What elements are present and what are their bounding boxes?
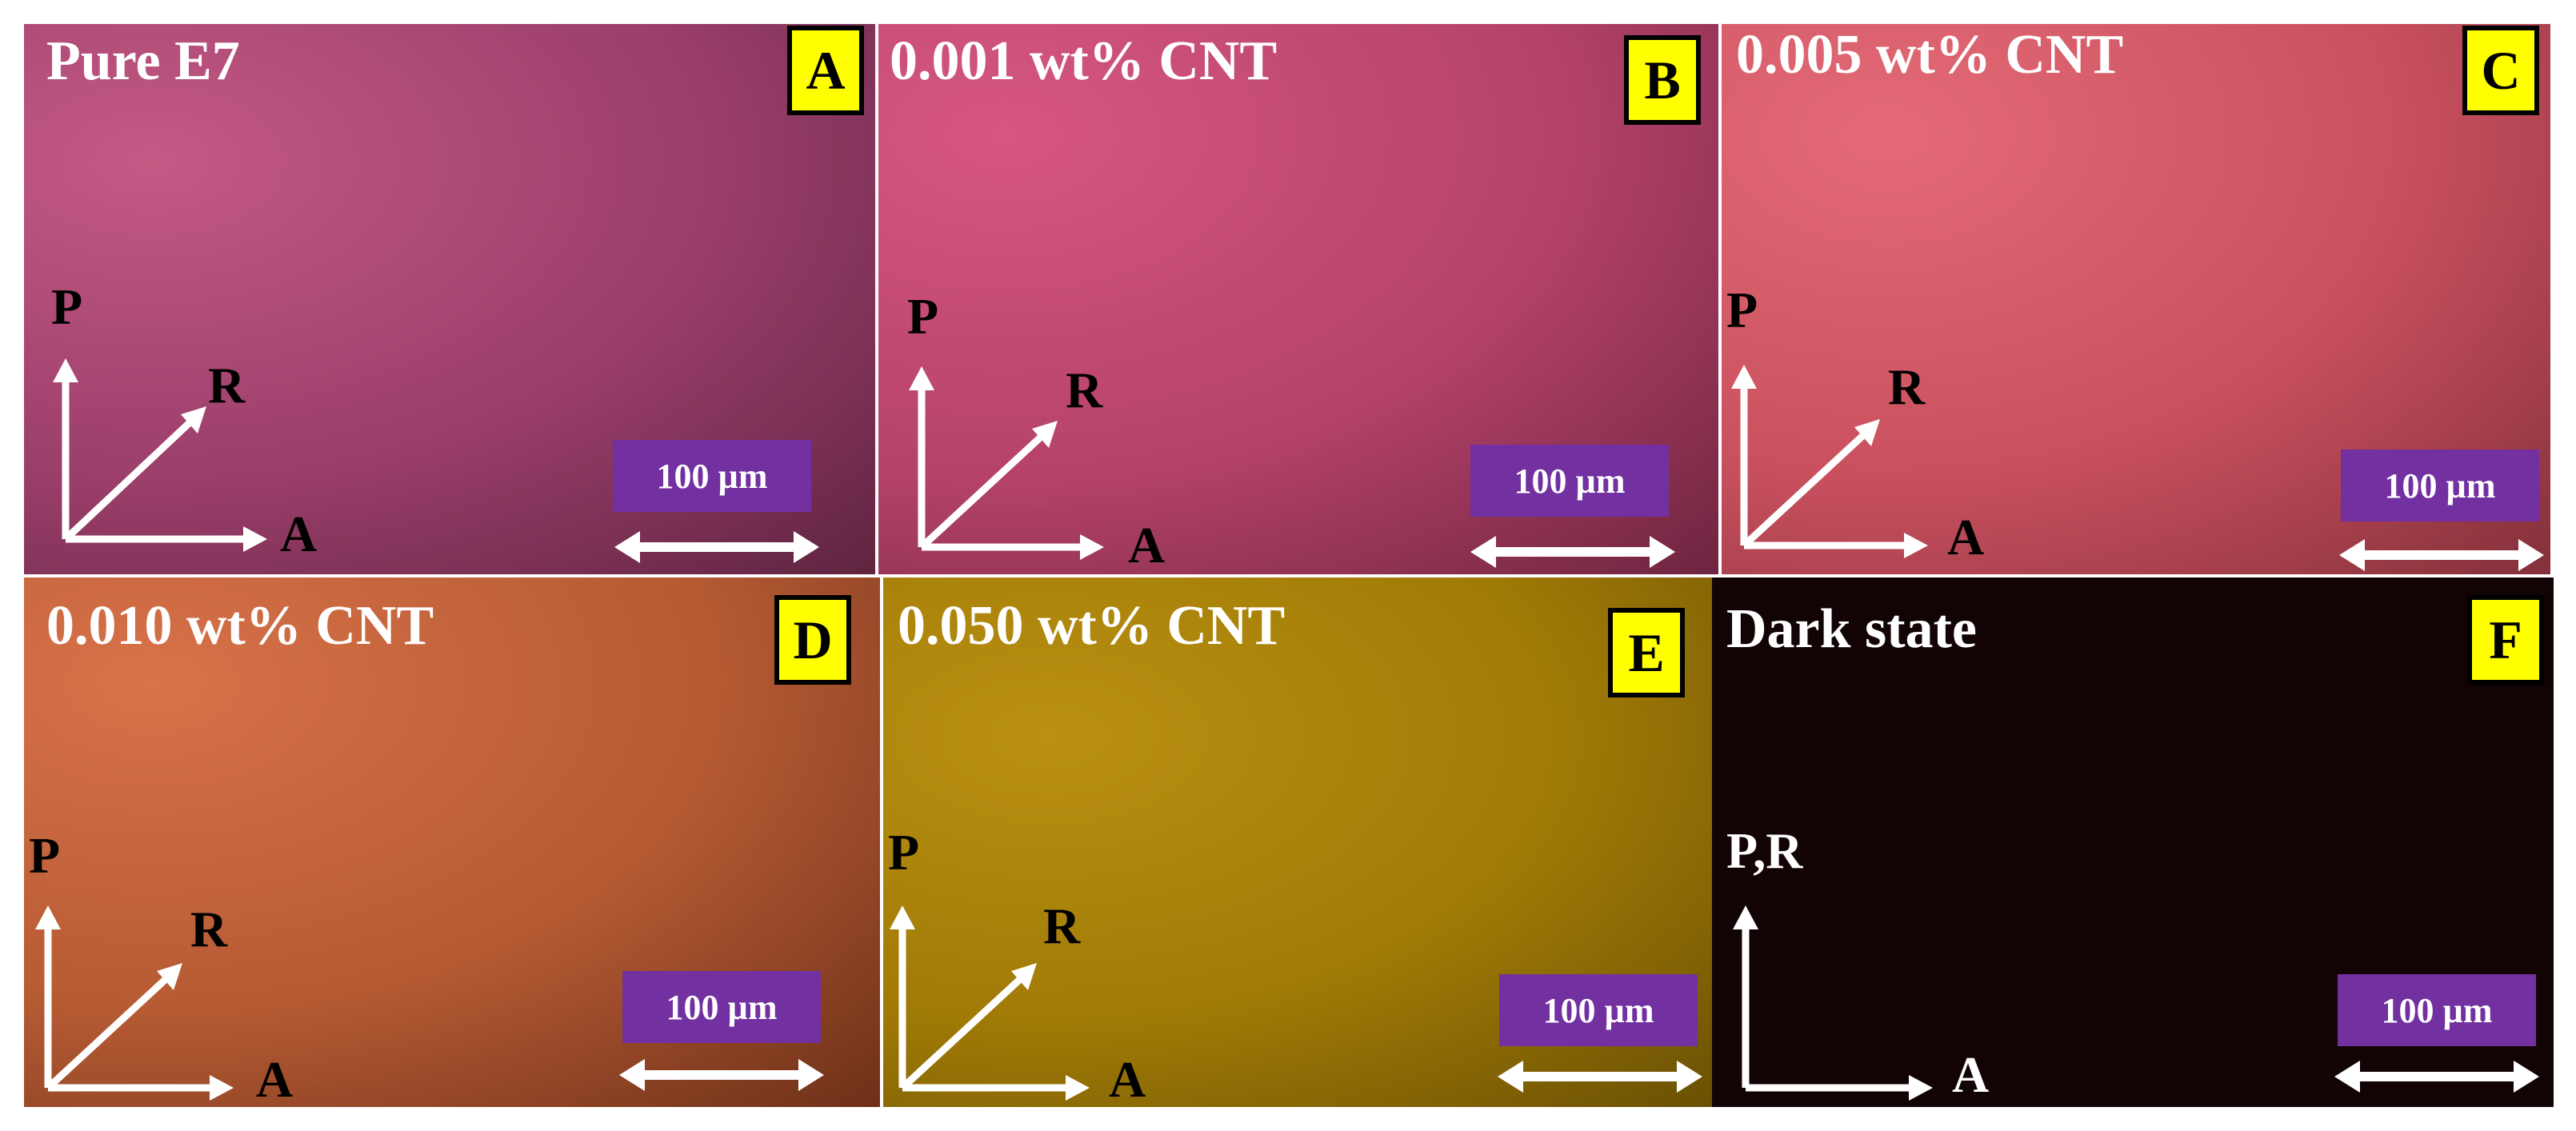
panel-title: 0.050 wt% CNT: [898, 595, 1286, 657]
axis-label-r: R: [208, 357, 246, 414]
axis-label-a: A: [280, 506, 318, 562]
panel-letter: A: [787, 26, 864, 115]
axis-label-p: P: [29, 827, 61, 884]
panel-c: 0.005 wt% CNT C P R A 100 µm: [1722, 24, 2550, 574]
axis-label-a: A: [1109, 1051, 1146, 1107]
scale-bar: [2334, 1061, 2539, 1093]
axis-label-p-r: P,R: [1726, 822, 1803, 879]
panel-title: Pure E7: [46, 30, 240, 92]
panel-d: 0.010 wt% CNT D P R A 100 µm: [24, 577, 880, 1107]
axis-label-r: R: [1066, 362, 1103, 418]
axis-label-a: A: [1952, 1046, 1990, 1103]
scale-label: 100 µm: [2338, 974, 2536, 1046]
panel-b: 0.001 wt% CNT B P R A 100 µm: [878, 24, 1718, 574]
scale-label: 100 µm: [622, 971, 821, 1043]
axis-label-p: P: [51, 278, 83, 335]
panel-title: 0.005 wt% CNT: [1736, 24, 2124, 86]
scale-bar: [2339, 539, 2544, 571]
scale-bar: [614, 531, 819, 563]
axes-arrows-icon: [1733, 905, 1933, 1101]
axes-arrows-icon: [53, 358, 267, 552]
scale-label: 100 µm: [1470, 445, 1669, 517]
scale-label: 100 µm: [1499, 974, 1698, 1046]
scale-label: 100 µm: [2341, 450, 2539, 522]
axis-label-a: A: [1947, 509, 1985, 566]
axis-label-p: P: [1726, 282, 1758, 338]
panel-letter: C: [2462, 26, 2539, 115]
panel-letter: B: [1624, 35, 1701, 125]
panel-a: Pure E7 A P R A 100 µm: [24, 24, 875, 574]
panel-letter: F: [2467, 595, 2544, 685]
axis-label-r: R: [190, 901, 228, 957]
axis-label-r: R: [1043, 897, 1081, 954]
panel-f: Dark state F P,R A 100 µm: [1712, 577, 2554, 1107]
scale-bar: [619, 1059, 824, 1091]
axes-arrows-icon: [890, 905, 1090, 1101]
panel-title: 0.010 wt% CNT: [46, 595, 434, 657]
axis-label-a: A: [1128, 517, 1166, 573]
scale-label: 100 µm: [613, 440, 811, 512]
panel-e: 0.050 wt% CNT E P R A 100 µm: [883, 577, 1715, 1107]
axis-label-a: A: [256, 1051, 294, 1107]
panel-letter: E: [1608, 608, 1685, 697]
scale-bar: [1470, 536, 1675, 568]
axes-arrows-icon: [35, 905, 234, 1101]
axis-label-r: R: [1888, 358, 1926, 415]
panel-title: 0.001 wt% CNT: [890, 30, 1278, 92]
panel-title: Dark state: [1726, 598, 1977, 660]
axes-arrows-icon: [909, 366, 1104, 560]
axes-arrows-icon: [1731, 365, 1928, 558]
scale-bar: [1498, 1061, 1702, 1093]
axis-label-p: P: [888, 824, 920, 881]
panel-letter: D: [774, 595, 851, 685]
axis-label-p: P: [907, 288, 939, 345]
